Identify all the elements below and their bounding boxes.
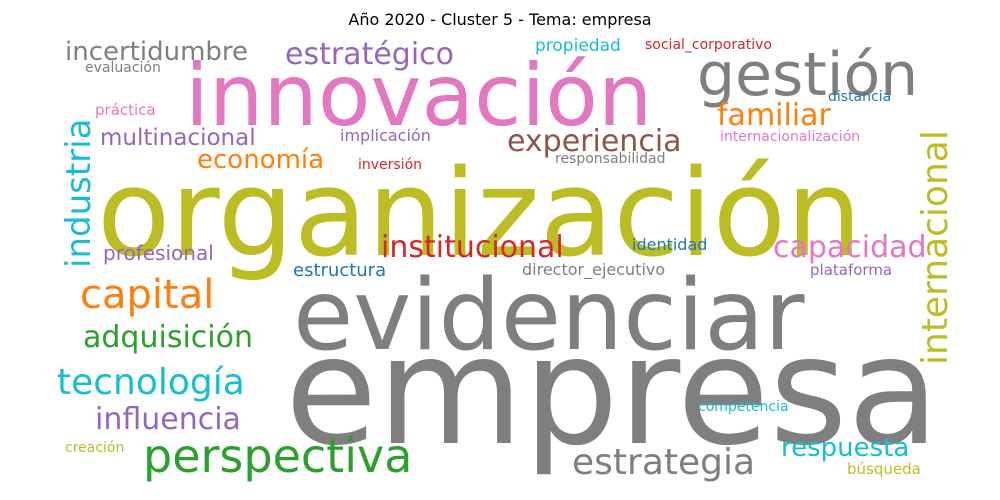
word-busqueda: búsqueda [847, 460, 921, 478]
word-adquisicion: adquisición [83, 320, 253, 355]
word-social-corporativo: social_corporativo [645, 37, 772, 53]
word-estrategico: estratégico [285, 37, 455, 72]
word-responsabilidad: responsabilidad [555, 151, 666, 167]
word-economia: economía [197, 145, 325, 175]
word-implicacion: implicación [340, 126, 431, 145]
word-evidenciar: evidenciar [293, 259, 805, 373]
word-gestion: gestión [697, 40, 919, 110]
word-creacion: creación [65, 440, 125, 456]
word-inversion: inversión [358, 157, 423, 173]
word-internacionalizacion: internacionalización [720, 129, 861, 145]
word-respuesta: respuesta [781, 433, 910, 463]
word-evaluacion: evaluación [85, 60, 161, 76]
chart-title: Año 2020 - Cluster 5 - Tema: empresa [348, 10, 652, 29]
word-organizacion: organización [97, 145, 863, 284]
word-multinacional: multinacional [100, 125, 256, 151]
word-capital: capital [80, 272, 215, 318]
word-propiedad: propiedad [535, 36, 621, 56]
word-profesional: profesional [103, 241, 214, 265]
word-familiar: familiar [717, 98, 831, 133]
word-institucional: institucional [381, 230, 564, 265]
word-perspectiva: perspectiva [143, 429, 413, 483]
word-cloud: empresa organización evidenciar innovaci… [45, 35, 956, 490]
word-identidad: identidad [632, 235, 708, 254]
word-director-ejecutivo: director_ejecutivo [522, 260, 666, 279]
word-industria: industria [59, 118, 99, 268]
word-innovacion: innovación [185, 46, 653, 146]
word-capacidad: capacidad [773, 230, 927, 265]
word-estrategia: estrategia [572, 442, 756, 483]
word-estructura: estructura [293, 260, 387, 281]
word-empresa: empresa [285, 305, 940, 479]
word-practica: práctica [95, 101, 156, 119]
word-plataforma: plataforma [810, 261, 893, 279]
word-tecnologia: tecnología [57, 362, 245, 403]
word-internacional: internacional [915, 130, 956, 365]
word-distancia: distancia [828, 89, 892, 105]
word-competencia: competencia [698, 399, 789, 415]
word-experiencia: experiencia [507, 124, 682, 159]
word-incertidumbre: incertidumbre [65, 37, 249, 67]
word-influencia: influencia [95, 402, 241, 437]
